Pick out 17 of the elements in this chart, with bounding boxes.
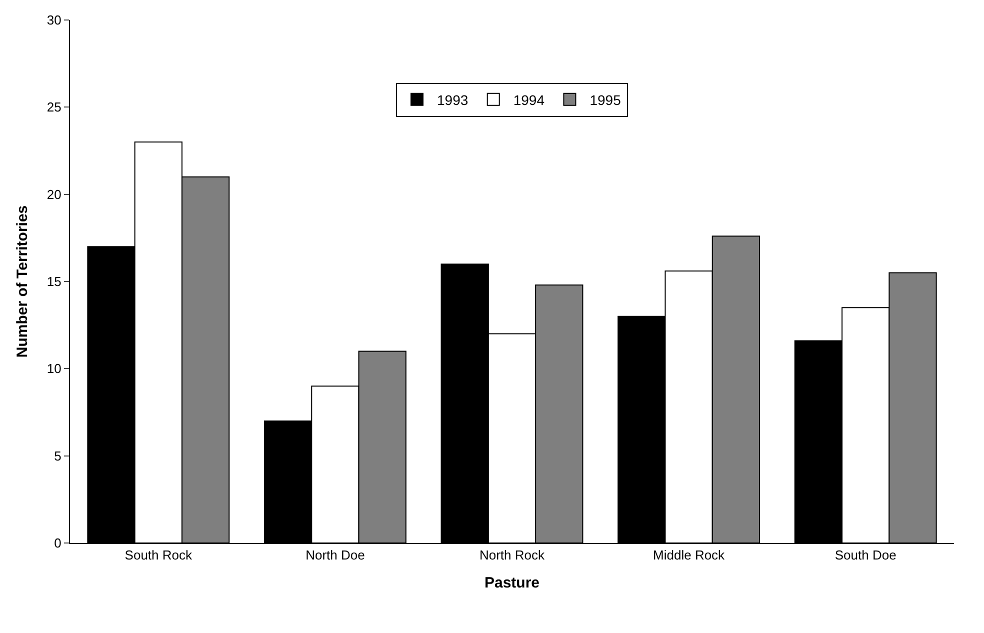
x-axis-title: Pasture <box>484 574 540 592</box>
x-tick-label: Middle Rock <box>653 548 726 563</box>
y-tick-label: 30 <box>46 12 62 28</box>
y-axis-title: Number of Territories <box>14 205 32 358</box>
legend-label: 1994 <box>513 92 545 108</box>
x-tick-label: South Rock <box>124 548 192 563</box>
legend-label: 1993 <box>437 92 468 108</box>
y-tick-label: 20 <box>46 186 62 202</box>
y-tick-label: 25 <box>46 100 62 115</box>
y-tick-label: 0 <box>54 536 62 551</box>
y-tick-label: 5 <box>54 448 62 464</box>
x-tick-label: South Doe <box>834 548 896 563</box>
legend-label: 1995 <box>590 92 622 108</box>
y-tick-label: 10 <box>46 361 62 376</box>
x-tick-label: North Rock <box>479 548 546 563</box>
y-tick-label: 15 <box>46 274 62 290</box>
x-tick-label: North Doe <box>306 548 365 563</box>
